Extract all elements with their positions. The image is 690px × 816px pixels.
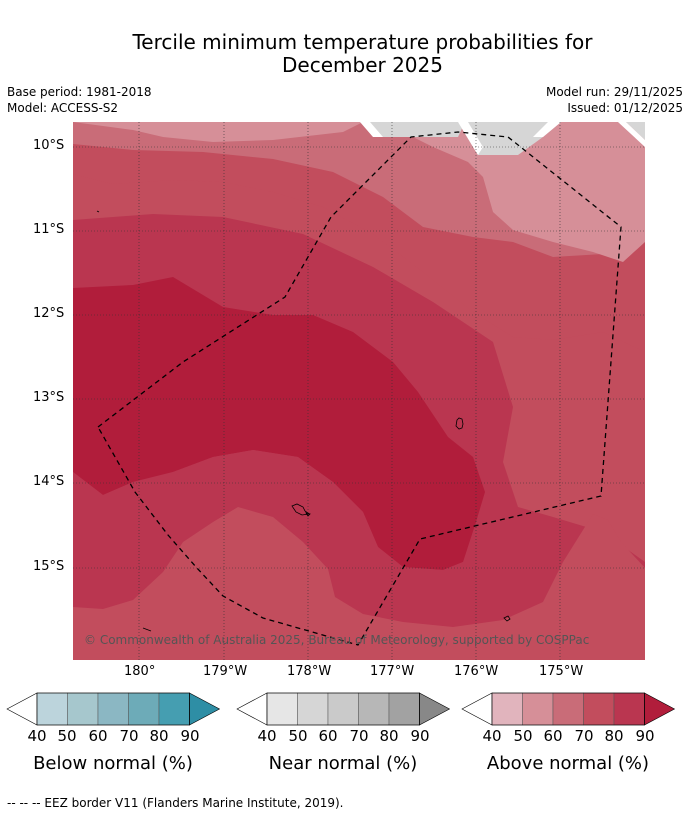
below-tick-90: 90 [180, 727, 200, 745]
lon-tick-175w: 175°W [539, 664, 584, 679]
below-extend-high [189, 692, 221, 726]
near-extend-high [419, 692, 451, 726]
region-above-50-east [373, 122, 645, 262]
lat-tick-15s: 15°S [33, 559, 65, 574]
issued-date: Issued: 01/12/2025 [567, 101, 683, 115]
region-no-signal-1 [360, 122, 383, 137]
below-tick-40: 40 [27, 727, 47, 745]
region-above-70-south [73, 507, 645, 660]
below-swatch-0 [36, 692, 68, 726]
island-south-east [503, 615, 511, 622]
above-swatch-1 [522, 692, 554, 726]
colorbar-near-normal [236, 692, 451, 726]
region-no-signal-3 [533, 122, 561, 137]
above-tick-90: 90 [635, 727, 655, 745]
above-tick-60: 60 [543, 727, 563, 745]
island-wallis [455, 417, 464, 430]
island-south-west [142, 627, 152, 632]
near-tick-60: 60 [318, 727, 338, 745]
lon-tick-179w: 179°W [203, 664, 248, 679]
colorbar-above-normal [461, 692, 676, 726]
lon-tick-176w: 176°W [454, 664, 499, 679]
forecast-map [73, 122, 645, 660]
above-extend-high [644, 692, 676, 726]
near-outline [266, 692, 420, 726]
islands [96, 210, 511, 632]
above-outline [491, 692, 645, 726]
near-tick-70: 70 [349, 727, 369, 745]
near-tick-80: 80 [379, 727, 399, 745]
below-swatch-3 [128, 692, 160, 726]
region-near-normal-1 [363, 122, 465, 137]
region-no-signal-4 [618, 122, 645, 147]
title-line-1: Tercile minimum temperature probabilitie… [132, 30, 593, 54]
below-tick-60: 60 [88, 727, 108, 745]
copyright-notice: © Commonwealth of Australia 2025, Bureau… [84, 633, 590, 647]
model-run: Model run: 29/11/2025 [545, 85, 683, 99]
region-above-50-north [73, 122, 363, 142]
title-line-2: December 2025 [282, 53, 443, 77]
above-extend-low [461, 692, 493, 726]
above-tick-50: 50 [513, 727, 533, 745]
lon-tick-178w: 178°W [287, 664, 332, 679]
near-tick-90: 90 [410, 727, 430, 745]
model-name: Model: ACCESS-S2 [7, 101, 119, 115]
colorbar-below-normal [6, 692, 221, 726]
near-tick-50: 50 [288, 727, 308, 745]
island-north-west [96, 210, 100, 213]
above-tick-80: 80 [604, 727, 624, 745]
chart-title: Tercile minimum temperature probabilitie… [0, 31, 690, 77]
island-alofi [305, 512, 311, 517]
above-swatch-3 [583, 692, 615, 726]
colorbar-label-near: Near normal (%) [268, 753, 418, 774]
above-swatch-4 [613, 692, 645, 726]
colorbar-label-below: Below normal (%) [33, 753, 193, 774]
probability-regions [73, 122, 645, 660]
near-swatch-4 [388, 692, 420, 726]
island-futuna [291, 503, 311, 516]
base-period: Base period: 1981-2018 [7, 85, 152, 99]
above-swatch-2 [552, 692, 584, 726]
eez-border [97, 131, 622, 646]
below-extend-low [6, 692, 38, 726]
below-tick-50: 50 [57, 727, 77, 745]
near-swatch-3 [358, 692, 390, 726]
near-swatch-1 [297, 692, 329, 726]
colorbars [6, 692, 676, 726]
region-above-90 [73, 277, 485, 570]
above-tick-70: 70 [574, 727, 594, 745]
lon-tick-180: 180° [124, 664, 156, 679]
near-extend-low [236, 692, 268, 726]
eez-legend-note: -- -- -- EEZ border V11 (Flanders Marine… [7, 796, 344, 810]
below-swatch-1 [67, 692, 99, 726]
lat-tick-13s: 13°S [33, 390, 65, 405]
colorbar-label-above: Above normal (%) [486, 753, 650, 774]
lat-tick-14s: 14°S [33, 474, 65, 489]
below-tick-70: 70 [119, 727, 139, 745]
above-tick-40: 40 [482, 727, 502, 745]
above-swatch-0 [491, 692, 523, 726]
lat-tick-12s: 12°S [33, 306, 65, 321]
below-tick-80: 80 [149, 727, 169, 745]
lon-tick-177w: 177°W [370, 664, 415, 679]
near-tick-40: 40 [257, 727, 277, 745]
near-swatch-2 [327, 692, 359, 726]
graticule [73, 122, 645, 660]
near-swatch-0 [266, 692, 298, 726]
below-swatch-4 [158, 692, 190, 726]
region-no-signal-2 [458, 122, 483, 155]
below-swatch-2 [97, 692, 129, 726]
lat-tick-11s: 11°S [33, 222, 65, 237]
below-outline [36, 692, 190, 726]
lat-tick-10s: 10°S [33, 138, 65, 153]
